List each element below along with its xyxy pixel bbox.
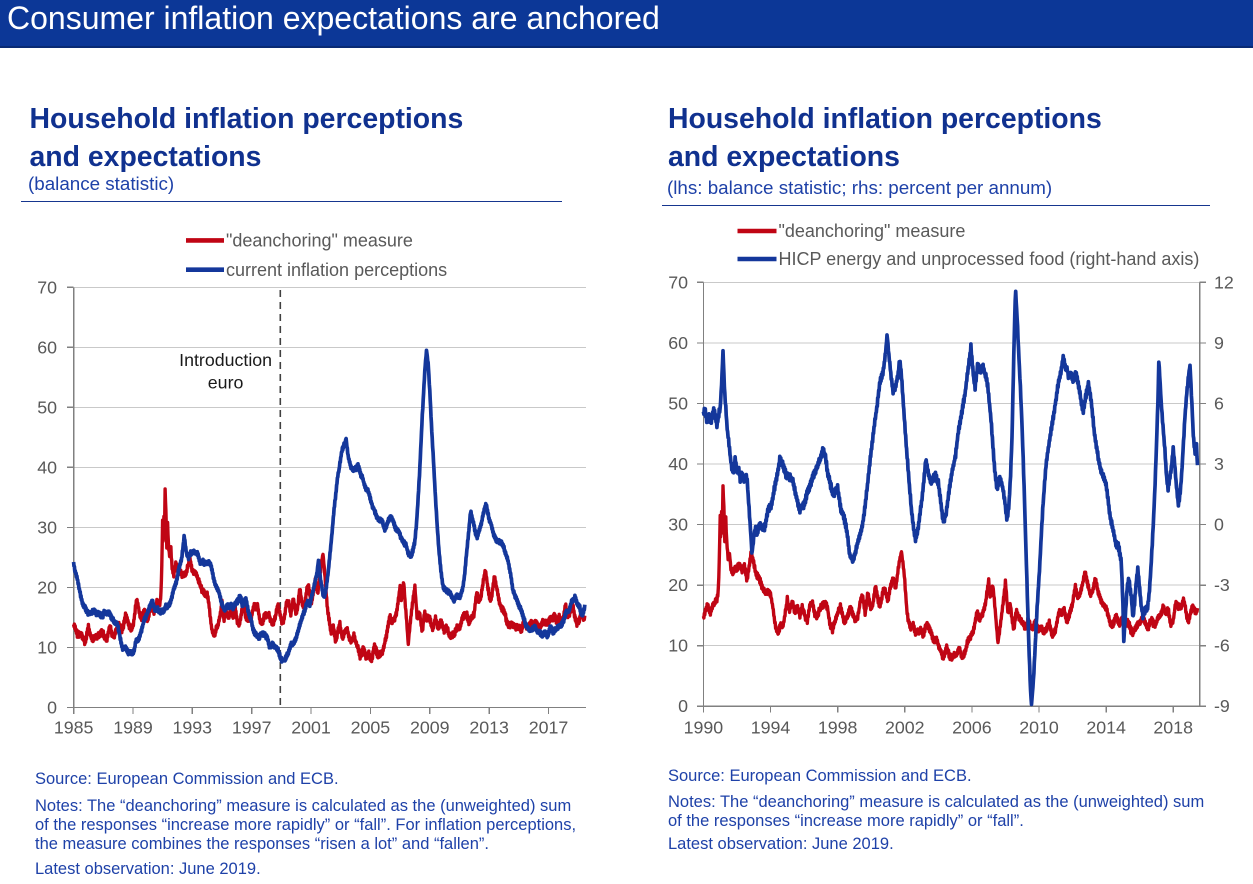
svg-text:70: 70	[668, 272, 688, 292]
svg-text:40: 40	[668, 454, 688, 474]
svg-text:-3: -3	[1214, 575, 1230, 595]
svg-text:2002: 2002	[885, 718, 925, 738]
svg-text:2013: 2013	[469, 718, 509, 738]
svg-text:2010: 2010	[1019, 718, 1059, 738]
svg-text:1997: 1997	[232, 718, 272, 738]
svg-text:60: 60	[668, 333, 688, 353]
svg-text:2005: 2005	[351, 718, 391, 738]
svg-text:20: 20	[668, 575, 688, 595]
svg-text:0: 0	[47, 697, 57, 717]
svg-text:1998: 1998	[818, 718, 858, 738]
svg-text:60: 60	[37, 337, 57, 357]
svg-text:2009: 2009	[410, 718, 450, 738]
svg-text:1993: 1993	[173, 718, 213, 738]
svg-text:1985: 1985	[54, 718, 94, 738]
svg-text:2018: 2018	[1153, 718, 1193, 738]
svg-text:2017: 2017	[529, 718, 569, 738]
svg-text:9: 9	[1214, 333, 1224, 353]
svg-text:6: 6	[1214, 393, 1224, 413]
svg-text:Introduction: Introduction	[179, 350, 272, 370]
svg-text:-6: -6	[1214, 636, 1230, 656]
svg-text:10: 10	[37, 637, 57, 657]
svg-text:1994: 1994	[751, 718, 791, 738]
svg-text:1989: 1989	[113, 718, 153, 738]
svg-text:70: 70	[37, 277, 57, 297]
svg-text:40: 40	[37, 457, 57, 477]
svg-text:30: 30	[668, 515, 688, 535]
svg-text:2014: 2014	[1086, 718, 1126, 738]
svg-text:50: 50	[37, 397, 57, 417]
svg-text:"deanchoring" measure: "deanchoring" measure	[779, 221, 966, 241]
svg-text:3: 3	[1214, 454, 1224, 474]
svg-text:12: 12	[1214, 272, 1234, 292]
svg-text:50: 50	[668, 393, 688, 413]
svg-text:10: 10	[668, 636, 688, 656]
svg-text:2001: 2001	[291, 718, 331, 738]
svg-text:0: 0	[678, 696, 688, 716]
svg-text:current inflation perceptions: current inflation perceptions	[226, 260, 447, 280]
svg-text:"deanchoring" measure: "deanchoring" measure	[226, 231, 413, 251]
svg-text:0: 0	[1214, 515, 1224, 535]
svg-text:-9: -9	[1214, 696, 1230, 716]
svg-text:1990: 1990	[684, 718, 724, 738]
svg-text:2006: 2006	[952, 718, 992, 738]
svg-text:euro: euro	[208, 372, 244, 392]
svg-text:20: 20	[37, 577, 57, 597]
svg-text:HICP energy and unprocessed fo: HICP energy and unprocessed food (right-…	[779, 249, 1200, 269]
svg-text:30: 30	[37, 517, 57, 537]
